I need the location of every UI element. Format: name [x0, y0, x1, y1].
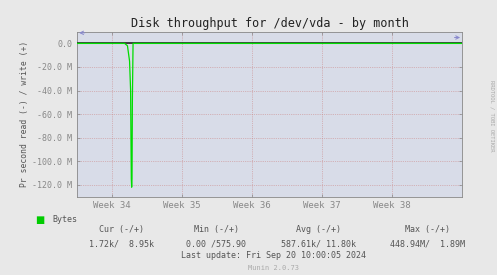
Text: Avg (-/+): Avg (-/+) [296, 226, 340, 234]
Text: Munin 2.0.73: Munin 2.0.73 [248, 265, 299, 271]
Text: 1.72k/  8.95k: 1.72k/ 8.95k [89, 239, 154, 248]
Text: Min (-/+): Min (-/+) [194, 226, 239, 234]
Text: Bytes: Bytes [52, 216, 77, 224]
Text: 448.94M/  1.89M: 448.94M/ 1.89M [390, 239, 465, 248]
Text: 0.00 /575.90: 0.00 /575.90 [186, 239, 246, 248]
Text: ■: ■ [35, 215, 44, 225]
Text: Cur (-/+): Cur (-/+) [99, 226, 144, 234]
Y-axis label: Pr second read (-) / write (+): Pr second read (-) / write (+) [20, 41, 29, 187]
Text: RRDTOOL / TOBI OETIKER: RRDTOOL / TOBI OETIKER [490, 80, 495, 151]
Title: Disk throughput for /dev/vda - by month: Disk throughput for /dev/vda - by month [131, 17, 409, 31]
Text: Max (-/+): Max (-/+) [405, 226, 450, 234]
Text: Last update: Fri Sep 20 10:00:05 2024: Last update: Fri Sep 20 10:00:05 2024 [181, 252, 366, 260]
Text: 587.61k/ 11.80k: 587.61k/ 11.80k [281, 239, 355, 248]
